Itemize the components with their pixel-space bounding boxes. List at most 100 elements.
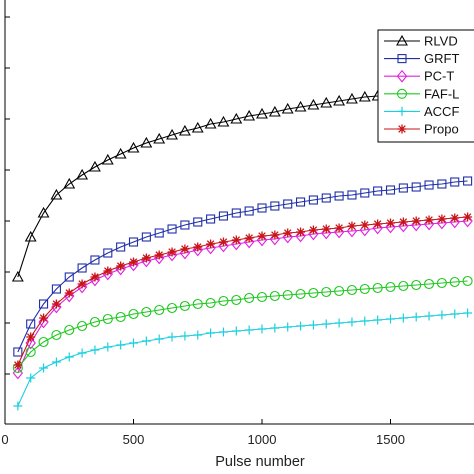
data-point [231,326,241,336]
legend-item: RLVD [384,34,458,49]
data-point [167,224,177,234]
data-point [102,313,113,325]
data-point [397,54,407,64]
data-point [398,217,408,227]
data-point [25,346,36,358]
data-point [411,279,422,291]
data-point [437,310,447,320]
data-point [347,317,357,327]
legend-label: FAF-L [424,86,459,101]
data-point [180,244,190,254]
data-point [283,228,293,238]
data-point [398,280,409,292]
data-point [26,373,36,383]
data-point [13,360,23,370]
legend: RLVD GRFT PC-T FAF-L ACCF Propo [377,29,474,143]
data-point [166,128,178,140]
data-point [129,257,138,267]
data-point [257,324,267,334]
data-point [63,177,76,189]
data-point [334,191,344,201]
data-point [373,219,383,229]
data-point [205,297,216,309]
data-point [154,250,164,260]
data-point [116,340,126,350]
legend-label: Propo [424,122,459,137]
data-point [463,212,473,222]
data-point [244,292,255,304]
data-point [396,69,408,83]
data-point [193,330,203,340]
data-point [423,278,435,290]
data-point [192,298,203,310]
data-point [191,121,204,133]
data-point [64,289,75,303]
series-accf [13,308,473,411]
data-point [256,107,268,119]
data-point [116,261,126,271]
data-point [89,160,101,172]
legend-item: PC-T [384,69,454,84]
data-point [140,136,153,148]
data-point [25,336,36,350]
data-point [243,109,256,121]
data-point [359,283,370,295]
data-point [38,336,49,348]
data-point [396,88,408,99]
data-point [295,288,306,300]
data-point [411,216,421,226]
series-proposed [13,212,473,370]
data-point [321,319,331,329]
data-point [296,321,306,331]
data-point [397,124,407,134]
data-point [13,347,23,357]
data-point [347,190,357,200]
x-tick-label: 500 [123,432,145,447]
x-tick-label: 1500 [376,432,405,447]
data-point [449,276,460,288]
data-point [411,312,421,322]
data-point [307,98,320,110]
data-point [103,248,113,258]
data-point [64,324,75,336]
data-point [90,255,100,265]
data-point [398,313,408,323]
data-point [103,342,113,352]
data-point [244,206,254,216]
data-point [373,186,383,196]
data-point [360,220,370,230]
data-point [76,280,88,294]
data-point [282,289,293,301]
data-point [11,270,24,282]
data-point [308,225,318,235]
data-point [192,243,203,257]
data-point [90,345,100,355]
data-point [269,290,280,302]
data-point [231,208,241,218]
data-point [347,221,357,231]
series-grft [13,176,473,357]
data-point [450,177,460,187]
series-line [17,312,468,407]
data-point [141,336,151,346]
data-point [24,230,37,242]
data-point [308,195,318,205]
data-point [50,188,63,200]
data-point [129,338,138,348]
data-point [320,96,333,108]
legend-item: ACCF [384,104,459,119]
data-point [308,320,318,330]
data-point [26,332,36,342]
plot-area [11,78,474,411]
data-point [231,235,241,245]
data-point [244,325,254,335]
data-point [101,153,114,165]
series-line [17,216,468,366]
data-point [463,176,473,186]
data-point [397,106,407,116]
data-point [180,331,190,341]
data-point [167,332,177,342]
data-point [128,308,139,320]
legend-item: Propo [384,122,459,137]
data-point [268,105,281,117]
